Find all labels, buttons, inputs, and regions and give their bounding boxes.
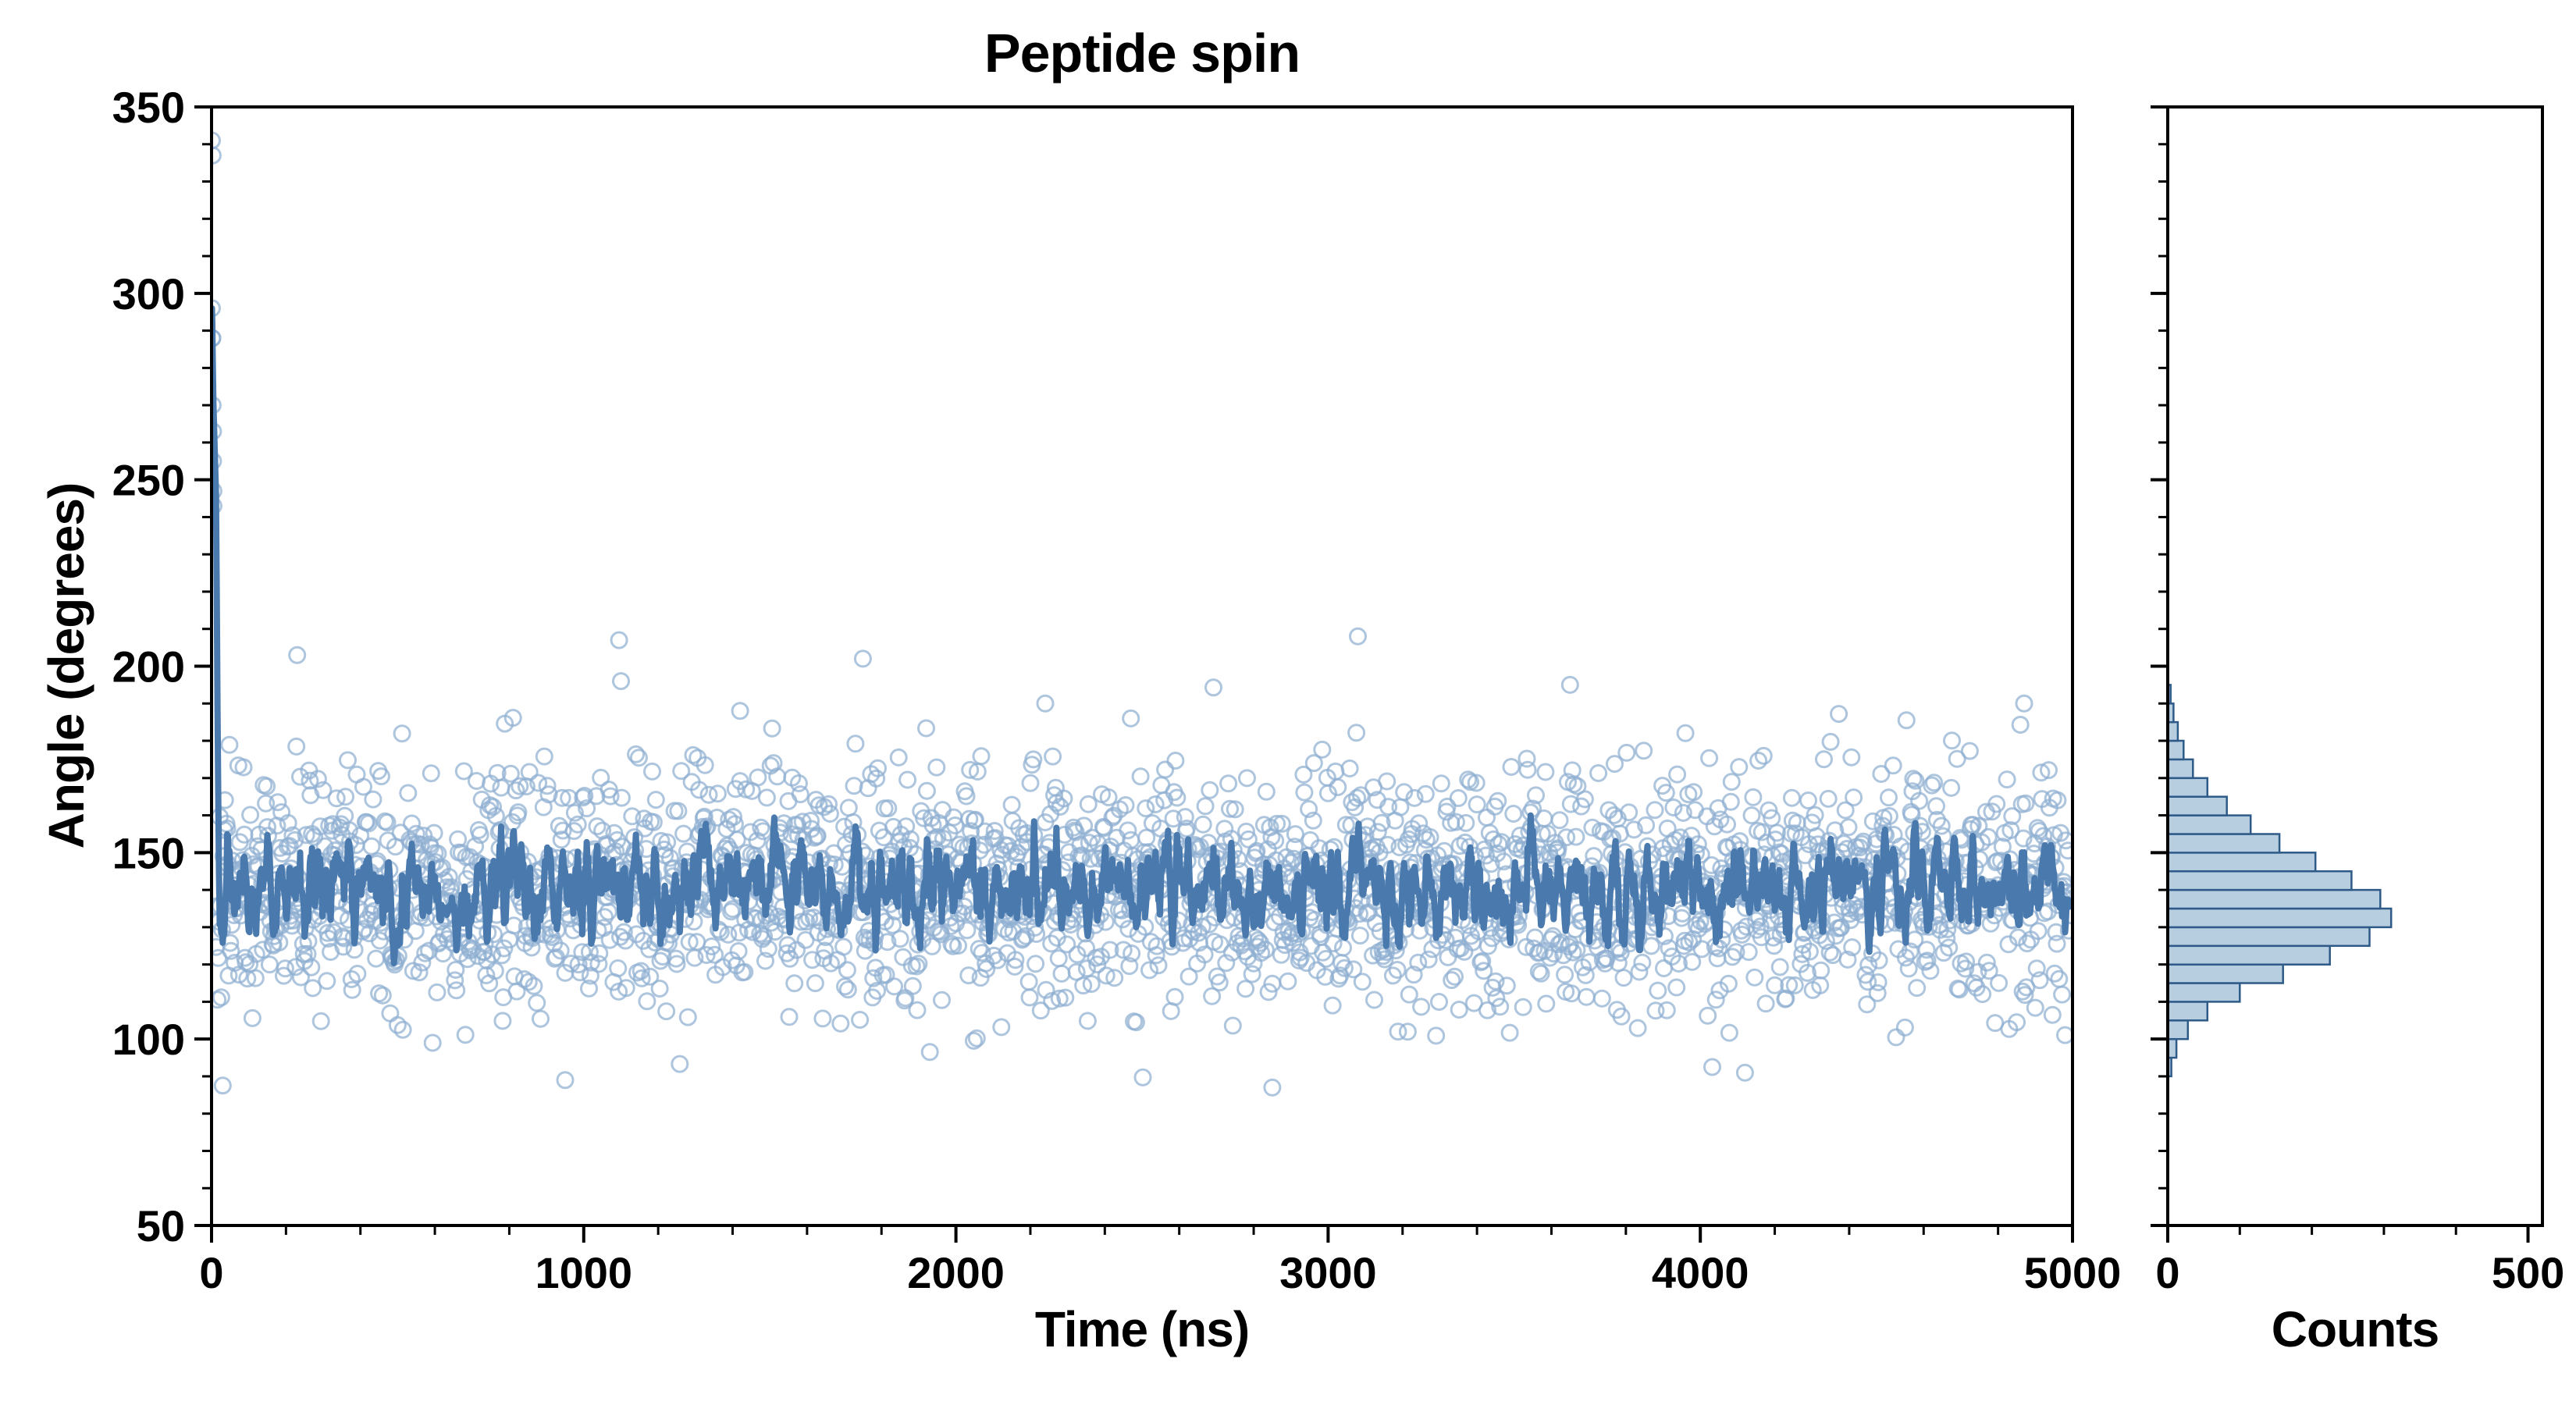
svg-text:150: 150 [112, 828, 185, 877]
tick-marks [194, 105, 2530, 1243]
svg-text:250: 250 [112, 456, 185, 505]
tick-labels: 50 100 150 200 250 300 350 0 1000 2000 3000 4000 500… [112, 83, 2565, 1297]
running-mean-line [212, 304, 2073, 966]
scatter-points [212, 131, 2073, 1097]
main-axes-box [210, 105, 2074, 1227]
svg-text:4000: 4000 [1652, 1248, 1749, 1297]
svg-text:300: 300 [112, 269, 185, 318]
svg-text:1000: 1000 [535, 1248, 633, 1297]
svg-text:0: 0 [199, 1248, 223, 1297]
svg-text:350: 350 [112, 83, 185, 132]
hist-x-axis-label: Counts [2271, 1301, 2439, 1357]
svg-text:3000: 3000 [1279, 1248, 1377, 1297]
svg-text:0: 0 [2155, 1248, 2179, 1297]
hist-axes-box [2166, 105, 2544, 1227]
chart-title: Peptide spin [984, 23, 1300, 84]
y-axis-label: Angle (degrees) [38, 482, 94, 849]
svg-text:100: 100 [112, 1015, 185, 1064]
x-axis-label: Time (ns) [1034, 1301, 1250, 1357]
svg-text:2000: 2000 [907, 1248, 1005, 1297]
svg-text:500: 500 [2492, 1248, 2564, 1297]
svg-text:50: 50 [137, 1201, 185, 1250]
histogram-bars [2166, 684, 2393, 1078]
svg-text:200: 200 [112, 642, 185, 692]
svg-text:5000: 5000 [2024, 1248, 2122, 1297]
